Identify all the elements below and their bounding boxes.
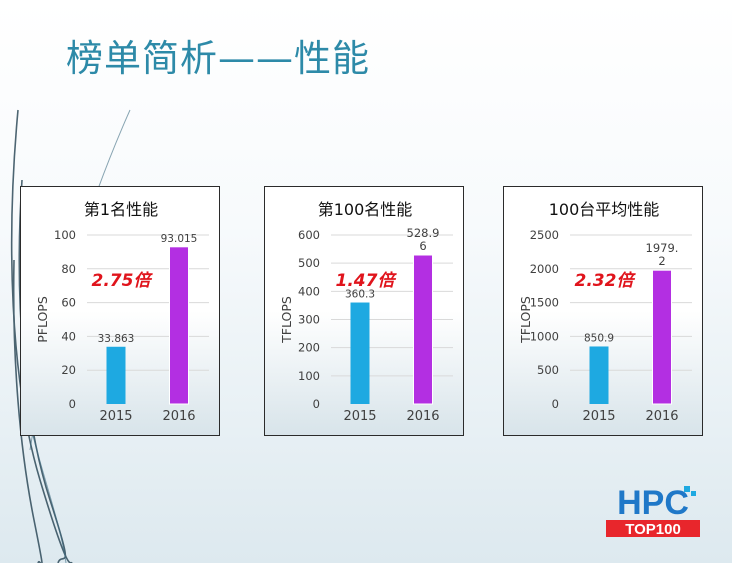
y-tick-label: 2000 xyxy=(530,262,559,276)
y-tick-label: 0 xyxy=(69,397,76,411)
data-label: 1979. xyxy=(646,241,679,255)
chart-panel-average: 100台平均性能 0 500 1000 1500 2000 2500 TFLOPS 850.9 2… xyxy=(503,186,703,436)
x-tick-label: 2016 xyxy=(162,409,195,424)
y-tick-label: 40 xyxy=(61,329,76,343)
x-tick-label: 2015 xyxy=(343,409,376,424)
y-axis-label: TFLOPS xyxy=(279,296,294,344)
data-label: 850.9 xyxy=(584,332,614,344)
y-tick-label: 200 xyxy=(298,341,320,355)
x-tick-label: 2015 xyxy=(99,409,132,424)
y-tick-label: 500 xyxy=(298,256,320,270)
bar-2016 xyxy=(169,246,189,405)
bar-2016 xyxy=(413,254,433,405)
hpc-top100-logo: HPC TOP100 xyxy=(606,484,700,538)
y-axis-label: PFLOPS xyxy=(35,296,50,343)
y-tick-label: 100 xyxy=(54,228,76,242)
bar-2015 xyxy=(589,346,609,404)
growth-multiplier: 1.47倍 xyxy=(336,271,398,291)
chart-top100: 第100名性能 0 100 200 300 400 500 600 TFLOPS 360.3 201… xyxy=(279,200,453,424)
bar-2015 xyxy=(106,346,126,404)
chart-title: 100台平均性能 xyxy=(549,200,660,219)
chart-title: 第100名性能 xyxy=(318,200,413,219)
y-tick-label: 20 xyxy=(61,363,76,377)
data-label: 33.863 xyxy=(98,333,135,345)
y-tick-label: 80 xyxy=(61,262,76,276)
y-tick-label: 100 xyxy=(298,369,320,383)
y-tick-label: 0 xyxy=(552,397,559,411)
y-tick-label: 400 xyxy=(298,284,320,298)
y-tick-label: 1500 xyxy=(530,296,559,310)
logo-hpc-text: HPC xyxy=(617,484,689,522)
data-label: 93.015 xyxy=(161,233,198,245)
chart-top1: 第1名性能 0 20 40 60 80 100 PFLOPS 33.863 2015 93.015 2… xyxy=(35,200,209,424)
data-label: 528.9 xyxy=(407,226,440,240)
x-tick-label: 2015 xyxy=(582,409,615,424)
y-tick-label: 600 xyxy=(298,228,320,242)
chart-average: 100台平均性能 0 500 1000 1500 2000 2500 TFLOPS 850.9 2… xyxy=(518,200,692,424)
slide-title: 榜单简析——性能 xyxy=(66,37,370,80)
chart-panel-top1: 第1名性能 0 20 40 60 80 100 PFLOPS 33.863 2015 93.015 2… xyxy=(20,186,220,436)
data-label: 360.3 xyxy=(345,289,375,301)
y-axis-label: TFLOPS xyxy=(518,296,533,344)
chart-title: 第1名性能 xyxy=(84,200,158,219)
y-tick-label: 60 xyxy=(61,296,76,310)
y-tick-label: 2500 xyxy=(530,228,559,242)
y-tick-label: 1000 xyxy=(530,329,559,343)
chart-panel-top100: 第100名性能 0 100 200 300 400 500 600 TFLOPS 360.3 201… xyxy=(264,186,464,436)
x-tick-label: 2016 xyxy=(406,409,439,424)
bar-2015 xyxy=(350,302,370,404)
growth-multiplier: 2.32倍 xyxy=(575,271,637,291)
data-label: 6 xyxy=(419,239,426,253)
y-tick-label: 300 xyxy=(298,313,320,327)
growth-multiplier: 2.75倍 xyxy=(92,271,154,291)
x-tick-label: 2016 xyxy=(645,409,678,424)
y-tick-label: 500 xyxy=(537,363,559,377)
y-tick-label: 0 xyxy=(313,397,320,411)
data-label: 2 xyxy=(658,254,665,268)
bar-2016 xyxy=(652,269,672,405)
logo-top100-text: TOP100 xyxy=(625,521,681,538)
